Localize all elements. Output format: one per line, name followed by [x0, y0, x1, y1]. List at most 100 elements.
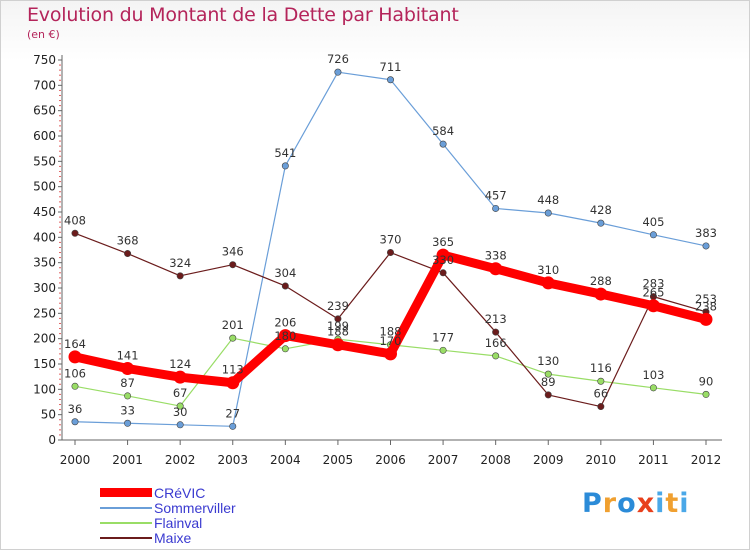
- legend-label: Sommerviller: [154, 499, 236, 516]
- data-point-sommerviller: [439, 140, 447, 148]
- data-point-flainval: [124, 392, 132, 400]
- data-label-sommerviller: 27: [225, 406, 240, 420]
- data-point-sommerviller: [544, 209, 552, 217]
- legend-swatch: [100, 506, 152, 509]
- data-label-flainval: 130: [537, 354, 559, 368]
- y-tick-label: 200: [33, 332, 56, 346]
- data-point-flainval: [649, 384, 657, 392]
- logo-letter: x: [636, 488, 656, 519]
- data-point-sommerviller: [229, 422, 237, 430]
- data-point-maixe: [597, 403, 605, 411]
- y-tick-label: 250: [33, 306, 56, 320]
- data-point-maixe: [124, 250, 132, 258]
- data-point-maixe: [229, 261, 237, 269]
- data-point-sommerviller: [492, 204, 500, 212]
- data-label-sommerviller: 457: [485, 188, 507, 202]
- data-point-cr-vic: [121, 362, 135, 376]
- y-tick-label: 100: [33, 382, 56, 396]
- data-label-maixe: 368: [117, 234, 139, 248]
- data-label-sommerviller: 428: [590, 203, 612, 217]
- data-point-flainval: [176, 402, 184, 410]
- data-point-sommerviller: [702, 242, 710, 250]
- data-point-cr-vic: [173, 370, 187, 384]
- x-tick-label: 2009: [533, 453, 564, 467]
- data-label-maixe: 213: [485, 312, 507, 326]
- data-label-sommerviller: 541: [274, 146, 296, 160]
- y-tick-label: 400: [33, 230, 56, 244]
- data-point-flainval: [702, 390, 710, 398]
- legend-swatch: [100, 488, 152, 497]
- data-label-sommerviller: 30: [173, 405, 188, 419]
- data-label-cr-vic: 310: [537, 263, 559, 277]
- data-label-sommerviller: 405: [642, 215, 664, 229]
- data-label-maixe: 239: [327, 299, 349, 313]
- data-point-cr-vic: [331, 338, 345, 352]
- data-label-flainval: 87: [120, 376, 135, 390]
- data-label-flainval: 177: [432, 330, 454, 344]
- data-point-maixe: [71, 229, 79, 237]
- proxiti-logo: Proxiti: [582, 488, 690, 519]
- data-point-cr-vic: [278, 329, 292, 343]
- data-label-flainval: 103: [642, 368, 664, 382]
- data-label-maixe: 283: [642, 277, 664, 291]
- data-point-cr-vic: [541, 276, 555, 290]
- x-tick-label: 2007: [428, 453, 459, 467]
- legend-swatch: [100, 536, 152, 539]
- x-tick-label: 2002: [165, 453, 196, 467]
- legend-swatch: [100, 521, 152, 524]
- data-label-sommerviller: 36: [68, 402, 83, 416]
- chart-title: Evolution du Montant de la Dette par Hab…: [27, 4, 459, 26]
- data-label-flainval: 166: [485, 336, 507, 350]
- data-point-sommerviller: [649, 231, 657, 239]
- data-label-cr-vic: 188: [327, 325, 349, 339]
- logo-letter: o: [617, 488, 637, 519]
- data-point-cr-vic: [699, 312, 713, 326]
- data-label-maixe: 304: [274, 266, 296, 280]
- data-label-maixe: 253: [695, 292, 717, 306]
- data-label-cr-vic: 206: [274, 316, 296, 330]
- chart-subtitle: (en €): [27, 28, 60, 41]
- data-label-sommerviller: 711: [380, 60, 402, 74]
- data-point-flainval: [281, 345, 289, 353]
- data-label-sommerviller: 33: [120, 403, 135, 417]
- legend-label: Maixe: [154, 529, 192, 546]
- logo-letter: i: [679, 488, 690, 519]
- data-point-cr-vic: [436, 248, 450, 262]
- data-label-cr-vic: 141: [117, 349, 139, 363]
- legend-label: Flainval: [154, 514, 203, 531]
- x-tick-label: 2005: [323, 453, 354, 467]
- data-label-flainval: 106: [64, 366, 86, 380]
- data-point-sommerviller: [281, 162, 289, 170]
- x-tick-label: 2010: [586, 453, 617, 467]
- data-label-cr-vic: 170: [380, 334, 402, 348]
- data-point-maixe: [544, 391, 552, 399]
- data-point-flainval: [71, 382, 79, 390]
- data-point-sommerviller: [176, 421, 184, 429]
- legend-label: CRéVIC: [154, 484, 206, 501]
- data-point-cr-vic: [594, 287, 608, 301]
- data-point-maixe: [281, 282, 289, 290]
- data-point-maixe: [176, 272, 184, 280]
- data-label-maixe: 408: [64, 213, 86, 227]
- data-point-cr-vic: [226, 376, 240, 390]
- data-point-sommerviller: [124, 419, 132, 427]
- data-label-flainval: 199: [327, 319, 349, 333]
- x-tick-label: 2001: [112, 453, 143, 467]
- data-label-maixe: 66: [594, 387, 609, 401]
- logo-letter: t: [665, 488, 680, 519]
- data-point-sommerviller: [386, 76, 394, 84]
- y-tick-label: 750: [33, 53, 56, 67]
- data-label-maixe: 330: [432, 253, 454, 267]
- data-label-cr-vic: 124: [169, 357, 191, 371]
- x-tick-label: 2006: [375, 453, 406, 467]
- data-label-cr-vic: 164: [64, 337, 86, 351]
- data-label-flainval: 116: [590, 361, 612, 375]
- y-tick-label: 350: [33, 256, 56, 270]
- data-point-sommerviller: [597, 219, 605, 227]
- data-label-flainval: 67: [173, 386, 188, 400]
- data-point-cr-vic: [489, 262, 503, 276]
- y-tick-label: 600: [33, 129, 56, 143]
- data-label-maixe: 324: [169, 256, 191, 270]
- data-label-flainval: 201: [222, 318, 244, 332]
- data-label-cr-vic: 365: [432, 235, 454, 249]
